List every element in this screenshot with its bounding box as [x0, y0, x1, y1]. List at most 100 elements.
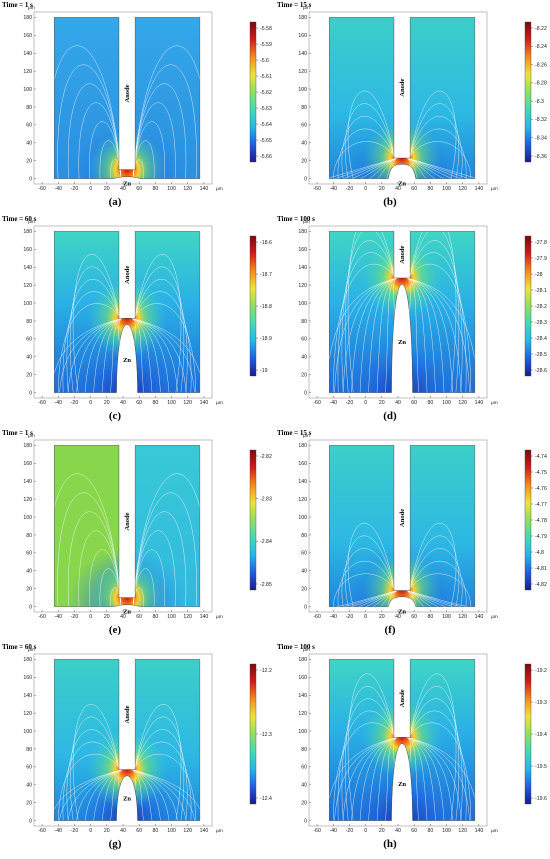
zn-label: Zn [123, 357, 131, 364]
streamline [333, 722, 395, 821]
y-tick-label: 120 [23, 497, 32, 503]
panel-f-plot: -60 -40 -20 0 20 40 60 80 100 120 140 0 20 40 60 80 100 1… [298, 434, 547, 620]
colorbar-tick-label: -28.1 [535, 288, 547, 294]
streamline [132, 83, 187, 179]
streamline [132, 64, 197, 179]
y-tick-label: 80 [26, 533, 32, 539]
y-tick-label: 40 [26, 355, 32, 361]
panel-g: -60 -40 -20 0 20 40 60 80 100 120 140 0 20 40 60 80 100 1… [0, 642, 275, 856]
y-tick-label: 180 [298, 657, 307, 663]
y-tick-label: 160 [23, 33, 32, 39]
colorbar: -4.74 -4.75 -4.76 -4.77 -4.78 -4.79 -4.8 -4.81 -… [524, 449, 547, 591]
streamline [62, 741, 120, 821]
x-tick-label: 0 [364, 828, 367, 834]
colorbar-tick-label: -5.66 [260, 154, 272, 160]
streamline [342, 737, 398, 821]
streamline [341, 240, 395, 393]
streamline [345, 103, 395, 179]
streamline [409, 573, 472, 607]
x-tick-label: 120 [183, 400, 192, 406]
y-tick-label: 140 [298, 265, 307, 271]
x-tick-label: -60 [313, 614, 321, 620]
colorbar-tick-label: -8.3 [535, 99, 544, 105]
colorbar-tick-label: -28.2 [535, 304, 547, 310]
x-tick-label: 60 [411, 614, 417, 620]
domain-outline [54, 445, 201, 607]
zn-label: Zn [123, 181, 131, 188]
panel-label: (e) [108, 624, 122, 636]
x-tick-label: 60 [411, 828, 417, 834]
x-tick-label: 20 [104, 614, 110, 620]
potential-base-gradient [329, 766, 475, 821]
x-tick-label: 80 [152, 614, 158, 620]
y-tick-label: 60 [26, 551, 32, 557]
colorbar-tick-label: -4.8 [535, 550, 544, 556]
streamline [406, 590, 445, 607]
y-tick-label: 120 [23, 283, 32, 289]
streamline [385, 157, 398, 179]
colorbar-tick-label: -5.62 [260, 90, 272, 96]
colorbar-tick-label: -5.58 [260, 26, 272, 32]
colorbar-tick-label: -12.4 [260, 796, 272, 802]
y-tick-label: 100 [298, 729, 307, 735]
streamline [368, 737, 398, 821]
x-tick-label: 80 [427, 400, 433, 406]
y-tick-label: 180 [298, 229, 307, 235]
streamline [132, 530, 176, 607]
y-tick-label: 140 [298, 479, 307, 485]
x-tick-label: 120 [183, 614, 192, 620]
x-tick-label: -60 [38, 828, 46, 834]
x-tick-label: 100 [442, 400, 451, 406]
streamline [341, 116, 395, 179]
colorbar-tick-label: -4.79 [535, 534, 547, 540]
streamline [134, 704, 182, 821]
streamline [409, 698, 463, 821]
x-tick-label: 20 [379, 400, 385, 406]
x-tick-label: 140 [475, 614, 484, 620]
y-tick-label: 120 [298, 497, 307, 503]
x-tick-label: 120 [183, 828, 192, 834]
x-tick-label: 120 [458, 614, 467, 620]
panel-h-plot: -60 -40 -20 0 20 40 60 80 100 120 140 0 20 40 60 80 100 1… [298, 648, 547, 834]
streamline [409, 548, 463, 607]
streamline [342, 277, 398, 393]
streamline [406, 737, 436, 821]
time-label: Time = 100 s [277, 215, 315, 223]
y-tick-label: 80 [301, 105, 307, 111]
panel-g-plot: -60 -40 -20 0 20 40 60 80 100 120 140 0 20 40 60 80 100 1… [23, 648, 272, 834]
zn-label: Zn [398, 181, 406, 188]
panel-e-plot: -60 -40 -20 0 20 40 60 80 100 120 140 0 20 40 60 80 100 1… [23, 434, 272, 620]
x-tick-label: 0 [89, 400, 92, 406]
x-unit: µm [491, 401, 498, 406]
y-tick-label: 180 [23, 229, 32, 235]
colorbar-tick-label: -27.9 [535, 256, 547, 262]
colorbar-tick-label: -18.8 [260, 304, 272, 310]
colorbar-tick-label: -4.78 [535, 518, 547, 524]
x-tick-label: -20 [71, 400, 79, 406]
x-tick-label: 0 [89, 186, 92, 192]
x-tick-label: -40 [55, 828, 63, 834]
y-tick-label: 100 [23, 301, 32, 307]
y-tick-label: 100 [298, 301, 307, 307]
streamline [376, 590, 398, 607]
axes: -60 -40 -20 0 20 40 60 80 100 120 140 0 20 40 60 80 100 1… [23, 648, 222, 834]
x-tick-label: 40 [120, 400, 126, 406]
x-unit: µm [216, 187, 223, 192]
y-tick-label: 80 [301, 747, 307, 753]
streamline [406, 277, 436, 393]
streamline [132, 511, 187, 607]
streamline [406, 157, 475, 179]
streamline [134, 279, 188, 393]
x-tick-label: 0 [89, 828, 92, 834]
y-tick-label: 60 [301, 551, 307, 557]
streamline [59, 318, 123, 393]
x-tick-label: -40 [55, 614, 63, 620]
colorbar-tick-label: -28.5 [535, 352, 547, 358]
streamline [93, 318, 123, 393]
streamline [409, 673, 457, 821]
y-tick-label: 20 [301, 801, 307, 807]
streamline [131, 318, 178, 393]
colorbar-tick-label: -5.6 [260, 58, 269, 64]
panel-b-field [329, 17, 475, 179]
streamline [132, 549, 165, 607]
